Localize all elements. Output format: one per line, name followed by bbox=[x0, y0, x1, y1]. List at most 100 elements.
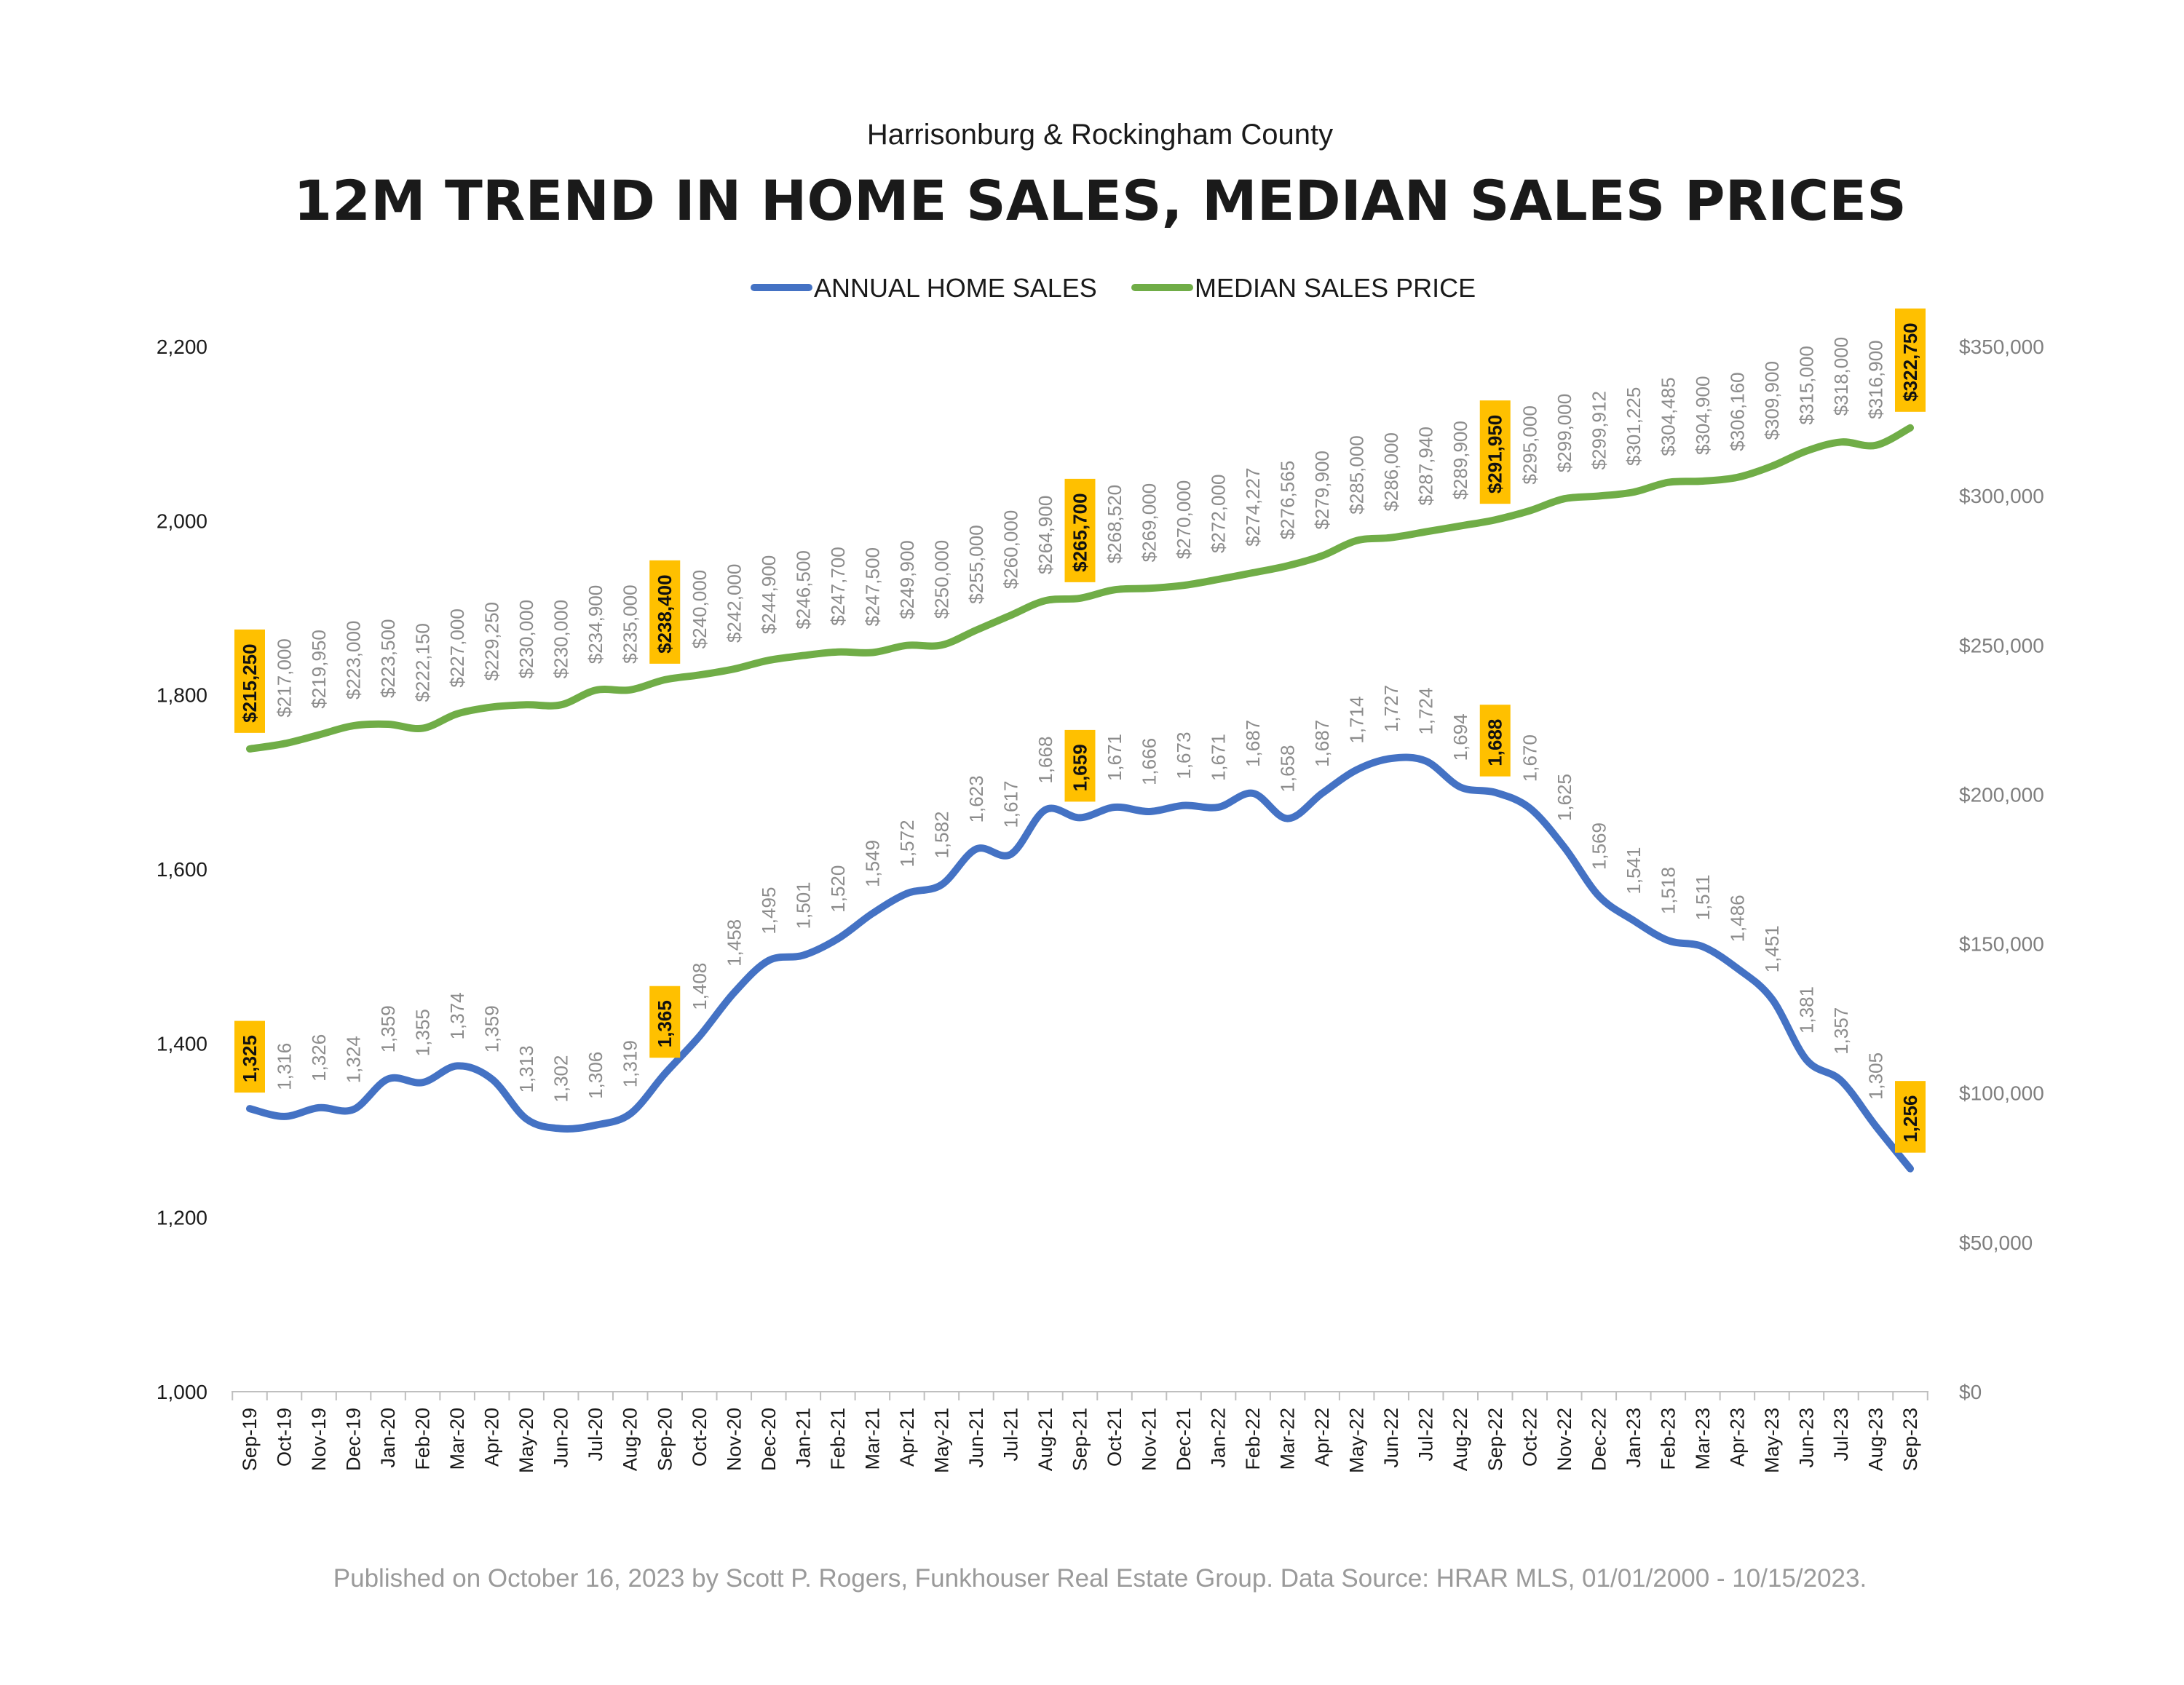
x-tick-label: Apr-22 bbox=[1311, 1408, 1333, 1467]
x-tick-label: Aug-22 bbox=[1449, 1408, 1471, 1471]
x-tick-label: Apr-21 bbox=[896, 1408, 918, 1467]
data-point bbox=[1907, 1165, 1914, 1173]
data-point bbox=[1492, 789, 1499, 796]
data-label: $272,000 bbox=[1208, 475, 1230, 553]
data-label: 1,572 bbox=[896, 820, 918, 867]
x-tick-label: Aug-23 bbox=[1864, 1408, 1886, 1471]
data-point bbox=[1388, 755, 1395, 762]
data-point bbox=[1803, 1056, 1810, 1063]
data-point bbox=[488, 703, 496, 710]
data-label: $223,000 bbox=[343, 621, 365, 699]
x-tick-label: Dec-22 bbox=[1588, 1408, 1610, 1471]
data-label: 1,381 bbox=[1795, 986, 1817, 1034]
data-point bbox=[696, 1033, 703, 1040]
data-point bbox=[1180, 802, 1187, 809]
data-label: 1,511 bbox=[1692, 874, 1714, 920]
data-point bbox=[1353, 766, 1361, 774]
data-label: 1,659 bbox=[1069, 744, 1091, 791]
data-point bbox=[281, 740, 288, 748]
data-label: $289,900 bbox=[1449, 421, 1471, 499]
x-tick-label: Sep-20 bbox=[654, 1408, 676, 1471]
data-label: 1,359 bbox=[481, 1005, 503, 1052]
data-label: $306,160 bbox=[1726, 372, 1748, 451]
x-tick-label: Jul-23 bbox=[1830, 1408, 1852, 1462]
x-tick-label: Oct-19 bbox=[274, 1408, 296, 1467]
left-axis-tick-label: 2,000 bbox=[157, 510, 207, 532]
data-point bbox=[523, 1115, 530, 1122]
data-point bbox=[1595, 493, 1602, 500]
data-label: $322,750 bbox=[1899, 322, 1921, 401]
x-tick-label: Apr-20 bbox=[481, 1408, 503, 1467]
left-axis-tick-label: 1,800 bbox=[157, 684, 207, 707]
data-point bbox=[1561, 844, 1568, 851]
data-point bbox=[1180, 582, 1187, 589]
data-point bbox=[730, 665, 737, 673]
data-label: $242,000 bbox=[723, 564, 745, 643]
data-label: $217,000 bbox=[274, 638, 296, 717]
data-point bbox=[281, 1113, 288, 1120]
data-point bbox=[1492, 516, 1499, 523]
data-point bbox=[419, 1079, 427, 1086]
chart-footer: Published on October 16, 2023 by Scott P… bbox=[333, 1564, 1867, 1593]
data-label: 1,670 bbox=[1519, 734, 1540, 782]
x-tick-label: Mar-20 bbox=[446, 1408, 468, 1470]
right-axis-tick-label: $200,000 bbox=[1959, 783, 2044, 806]
data-label: $230,000 bbox=[515, 600, 537, 678]
data-point bbox=[1146, 584, 1153, 592]
data-point bbox=[1803, 448, 1810, 455]
data-point bbox=[1423, 758, 1430, 765]
data-label: $249,900 bbox=[896, 540, 918, 619]
x-tick-label: Jan-20 bbox=[377, 1408, 399, 1468]
data-label: $222,150 bbox=[412, 623, 434, 702]
left-axis-tick-label: 1,400 bbox=[157, 1032, 207, 1055]
data-point bbox=[903, 642, 911, 649]
x-tick-label: Jun-22 bbox=[1380, 1408, 1402, 1468]
data-label: 1,365 bbox=[654, 1000, 676, 1047]
data-label: 1,326 bbox=[308, 1034, 330, 1082]
data-label: $227,000 bbox=[446, 608, 468, 687]
x-tick-label: Feb-20 bbox=[412, 1408, 434, 1470]
x-tick-label: Jul-20 bbox=[585, 1408, 606, 1462]
data-point bbox=[1907, 424, 1914, 432]
data-label: 1,319 bbox=[620, 1040, 641, 1087]
data-point bbox=[834, 935, 842, 943]
data-point bbox=[592, 686, 599, 694]
data-label: 1,316 bbox=[274, 1043, 296, 1090]
data-point bbox=[696, 671, 703, 678]
data-label: $295,000 bbox=[1519, 405, 1540, 484]
data-labels: 1,325 1,316 1,326 1,324 1,359 1,355 1,374 1,359… bbox=[234, 308, 1926, 1153]
data-point bbox=[1664, 937, 1671, 944]
data-point bbox=[1007, 851, 1014, 858]
data-label: $230,000 bbox=[550, 600, 572, 678]
x-tick-label: Mar-21 bbox=[861, 1408, 883, 1470]
data-point bbox=[1284, 815, 1291, 822]
data-point bbox=[765, 657, 772, 664]
x-tick-label: Feb-21 bbox=[827, 1408, 849, 1470]
x-tick-label: Nov-21 bbox=[1139, 1408, 1160, 1471]
data-point bbox=[627, 686, 634, 694]
data-label: $255,000 bbox=[965, 525, 987, 603]
x-tick-label: Oct-20 bbox=[689, 1408, 711, 1467]
x-tick-label: Nov-19 bbox=[308, 1408, 330, 1471]
x-tick-label: Oct-21 bbox=[1104, 1408, 1125, 1467]
x-tick-label: Sep-21 bbox=[1069, 1408, 1091, 1471]
data-label: $260,000 bbox=[1000, 510, 1021, 589]
data-label: $287,940 bbox=[1415, 427, 1437, 505]
data-point bbox=[1077, 595, 1084, 602]
series-line-median-price bbox=[246, 424, 1914, 753]
data-label: 1,518 bbox=[1657, 867, 1679, 914]
highlight-box bbox=[1479, 400, 1511, 504]
data-point bbox=[523, 701, 530, 708]
series-line-home-sales bbox=[246, 753, 1914, 1173]
data-label: $229,250 bbox=[481, 602, 503, 681]
data-point bbox=[869, 649, 876, 657]
data-label: $268,520 bbox=[1104, 485, 1125, 563]
data-point bbox=[454, 710, 461, 718]
data-point bbox=[1284, 562, 1291, 569]
data-point bbox=[1561, 495, 1568, 502]
x-tick-label: Sep-22 bbox=[1484, 1408, 1506, 1471]
highlight-box bbox=[1064, 729, 1096, 802]
data-point bbox=[1249, 790, 1257, 797]
x-tick-label: Feb-23 bbox=[1657, 1408, 1679, 1470]
data-point bbox=[730, 989, 737, 996]
